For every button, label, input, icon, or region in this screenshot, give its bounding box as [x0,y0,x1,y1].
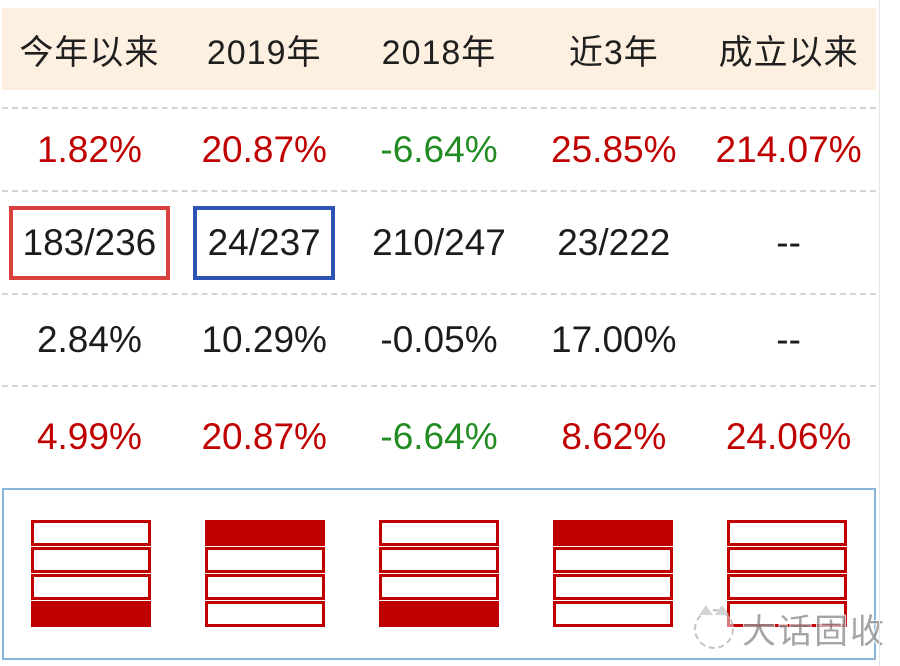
quartile-band [205,574,325,600]
average-cell: -- [776,319,801,360]
quartile-band [31,601,151,627]
quartile-band [727,547,847,573]
return-cell: 214.07% [715,128,862,170]
header-cell-2018: 2018年 [381,33,497,72]
quartile-band [727,601,847,627]
benchmark-cell: 24.06% [725,416,852,457]
quartile-icon [727,520,847,628]
return-cell: 1.82% [36,128,142,170]
average-cell: 2.84% [36,319,142,360]
quartile-band [31,520,151,546]
benchmark-cell: 4.99% [36,416,142,457]
rank-cell: 183/236 [2,192,177,293]
quartile-band [553,601,673,627]
page-edge-divider [879,0,880,666]
row-benchmark-returns: 4.99% 20.87% -6.64% 8.62% 24.06% [2,385,876,487]
quartile-band [31,547,151,573]
quartile-band [553,520,673,546]
return-cell: 20.87% [201,128,327,170]
table-header-row: 今年以来 2019年 2018年 近3年 成立以来 [2,8,876,90]
quartile-cell-2018 [352,520,526,628]
return-cell: 25.85% [551,128,677,170]
header-cell-inception: 成立以来 [718,33,859,72]
quartile-cell-2019 [178,520,352,628]
quartile-band [379,547,499,573]
row-category-average: 2.84% 10.29% -0.05% 17.00% -- [2,293,876,385]
benchmark-cell: 20.87% [201,416,327,457]
watermark-text: 大话固收 [742,613,886,651]
quartile-band [727,574,847,600]
row-category-rank: 183/236 24/237 210/247 23/222 -- [2,190,876,293]
quartile-cell-inception [700,520,874,628]
watermark: 大话固收 [694,604,886,653]
quartile-cell-3yr [526,520,700,628]
average-cell: 17.00% [551,319,677,360]
quartile-band [727,520,847,546]
quartile-icon [205,520,325,628]
rank-cell: 210/247 [372,221,506,263]
quartile-band [205,520,325,546]
quartile-icon [379,520,499,628]
quartile-icon [31,520,151,628]
benchmark-cell: -6.64% [380,416,498,457]
quartile-icon [553,520,673,628]
row-fund-returns: 1.82% 20.87% -6.64% 25.85% 214.07% [2,107,876,190]
header-cell-2019: 2019年 [206,33,322,72]
red-highlight-box: 183/236 [8,205,171,280]
quartile-band [379,574,499,600]
average-cell: 10.29% [201,319,327,360]
quartile-cell-ytd [4,520,178,628]
quartile-band [31,574,151,600]
cat-logo-icon [694,604,734,649]
blue-highlight-box: 24/237 [193,205,336,280]
rank-cell: 24/237 [177,192,352,293]
rank-cell: -- [776,221,801,263]
quartile-band [553,574,673,600]
header-cell-3yr: 近3年 [568,33,659,72]
benchmark-cell: 8.62% [561,416,667,457]
quartile-band [205,601,325,627]
return-cell: -6.64% [380,128,498,170]
quartile-band [205,547,325,573]
quartile-band [379,520,499,546]
header-cell-ytd: 今年以来 [19,33,160,72]
rank-cell: 23/222 [557,221,671,263]
quartile-band [553,547,673,573]
average-cell: -0.05% [380,319,498,360]
quartile-band [379,601,499,627]
quartile-rank-panel [2,488,876,660]
